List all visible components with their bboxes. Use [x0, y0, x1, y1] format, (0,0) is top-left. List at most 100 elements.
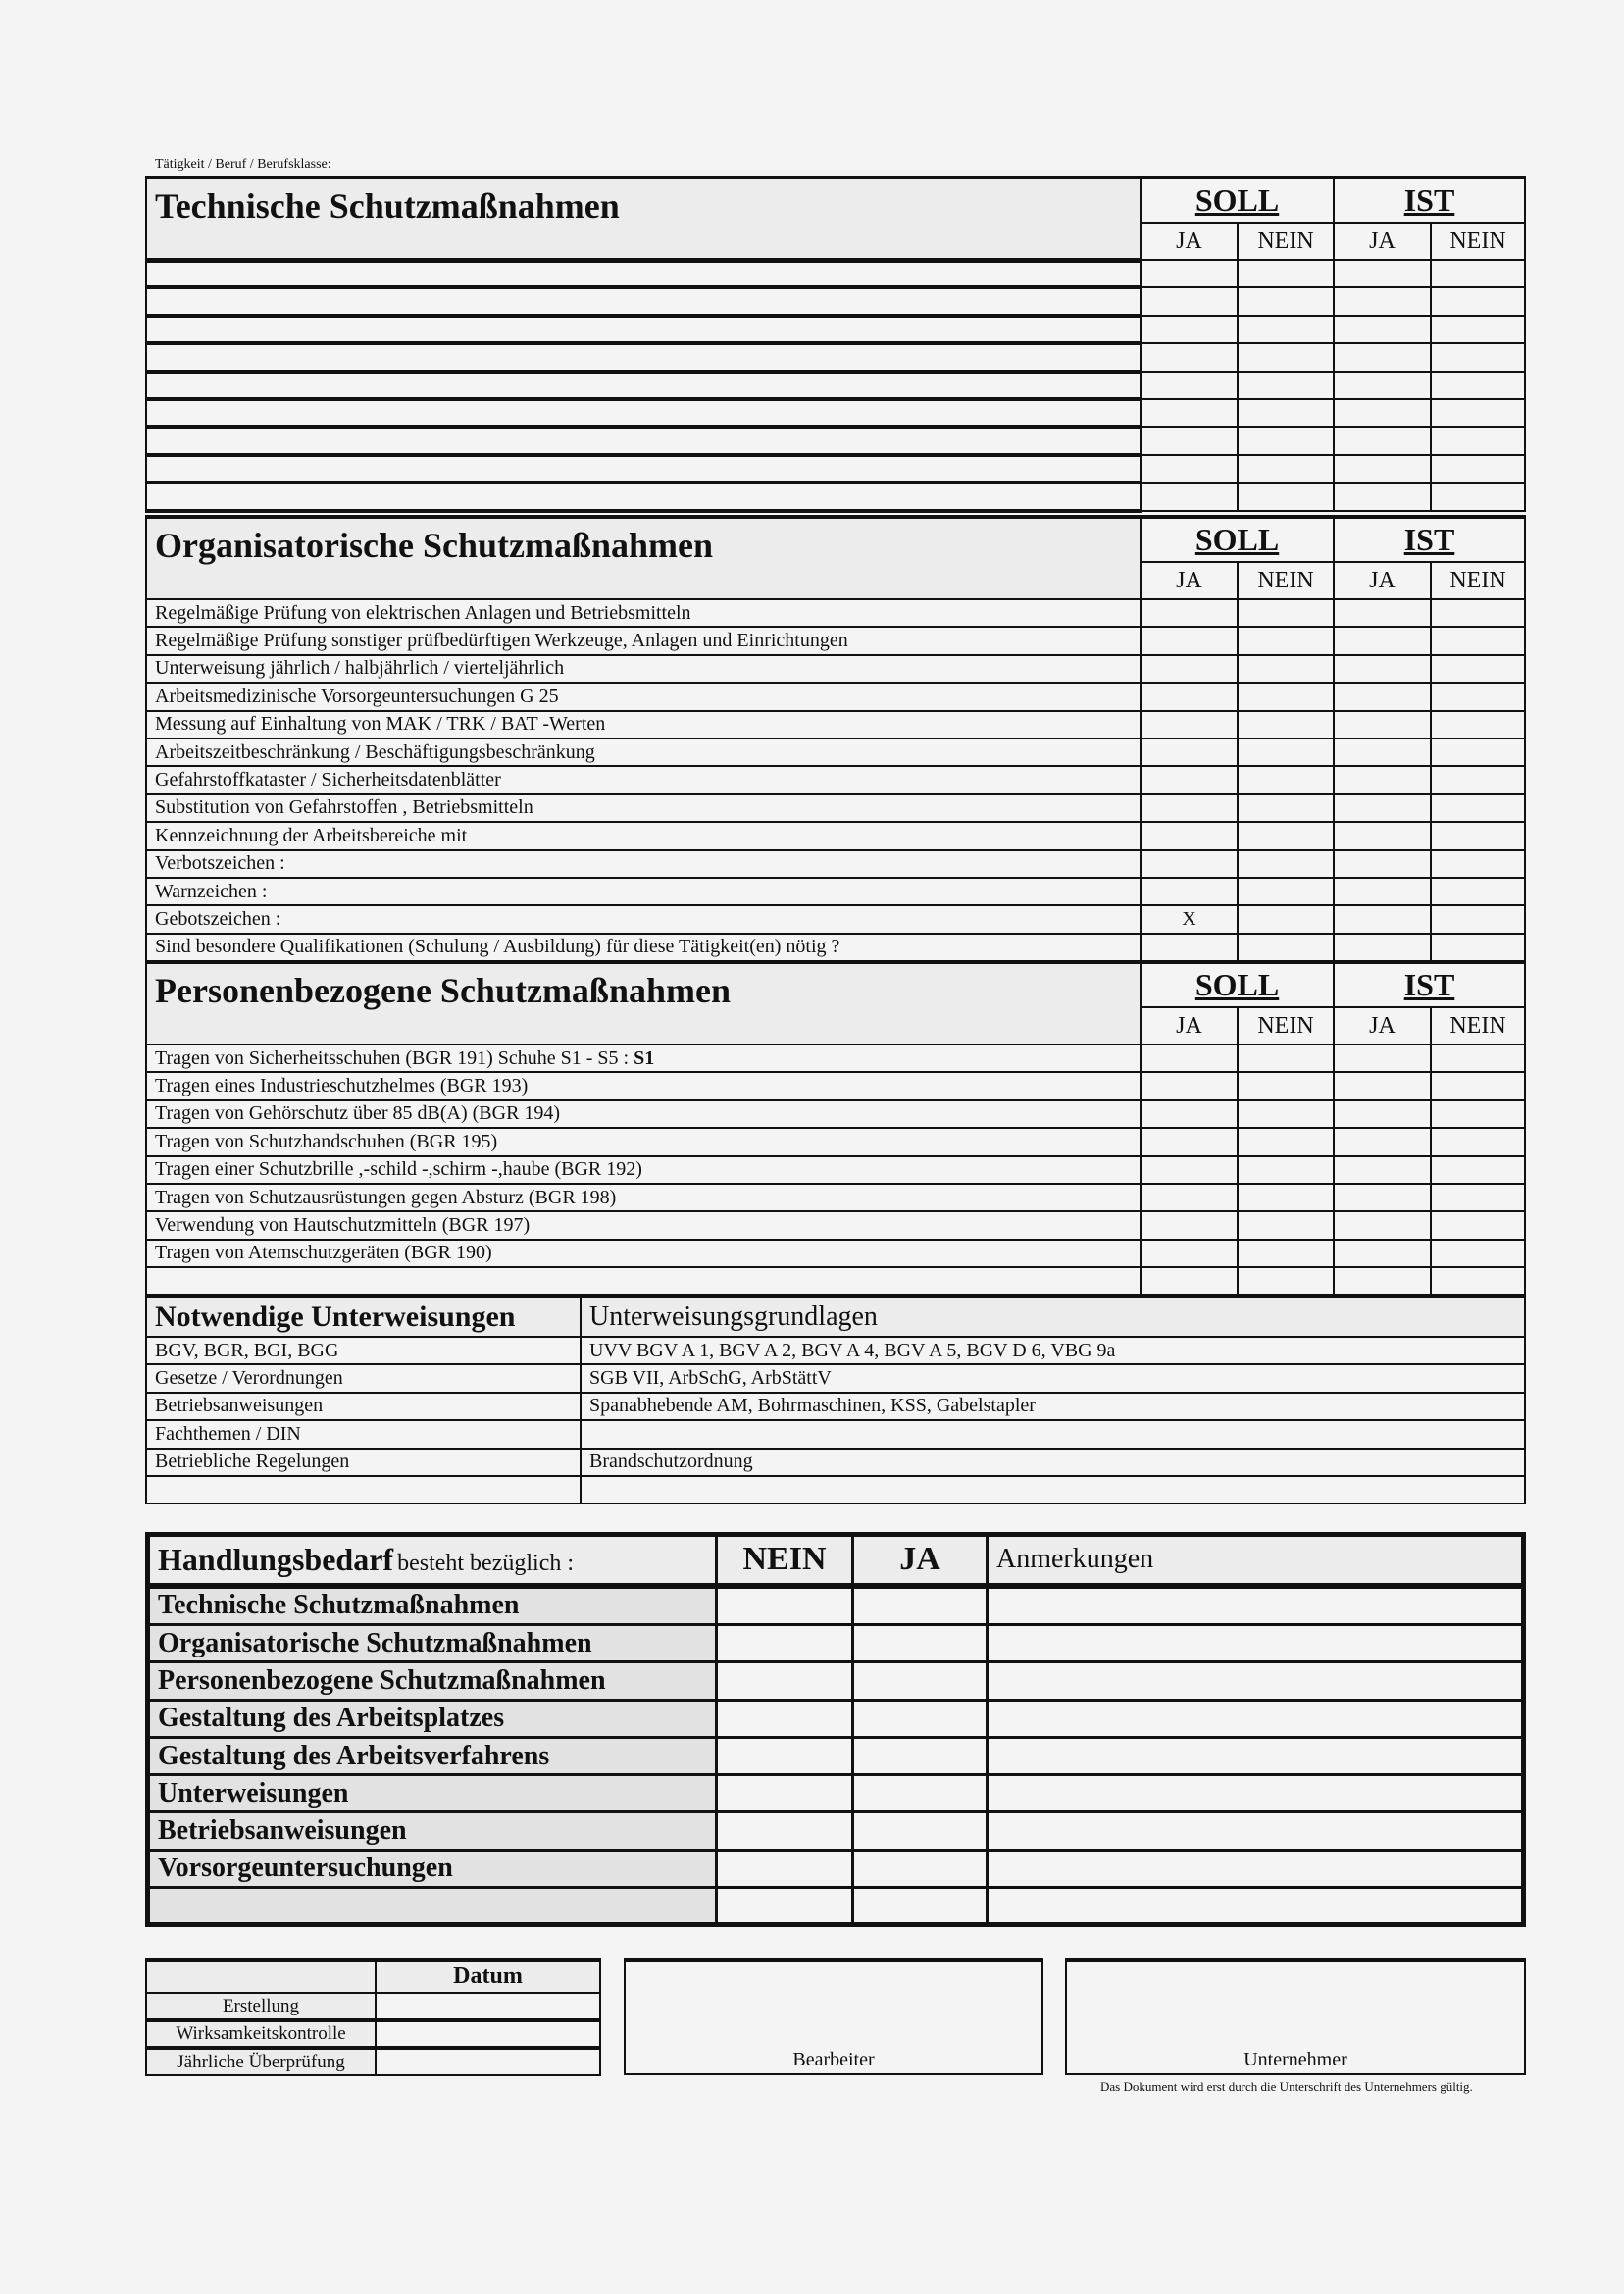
ist-nein-cell[interactable]	[1430, 482, 1526, 512]
ja-cell[interactable]	[851, 1660, 989, 1702]
soll-ja-cell[interactable]	[1140, 932, 1239, 963]
ist-nein-cell[interactable]	[1430, 682, 1526, 712]
soll-nein-cell[interactable]	[1237, 709, 1335, 739]
basis-cell[interactable]: UVV BGV A 1, BGV A 2, BGV A 4, BGV A 5, …	[580, 1335, 1526, 1366]
ist-ja-cell[interactable]	[1333, 597, 1432, 629]
ist-ja-cell[interactable]	[1333, 682, 1432, 712]
measure-cell[interactable]	[145, 453, 1142, 485]
ist-ja-cell[interactable]	[1333, 342, 1432, 373]
anmerkungen-cell[interactable]	[986, 1582, 1525, 1626]
basis-cell[interactable]	[580, 1474, 1526, 1505]
ist-nein-cell[interactable]	[1430, 1071, 1526, 1101]
ist-nein-cell[interactable]	[1430, 453, 1526, 484]
ja-cell[interactable]	[851, 1622, 989, 1664]
ist-ja-cell[interactable]	[1333, 1043, 1432, 1074]
measure-cell[interactable]	[145, 286, 1142, 318]
soll-ja-cell[interactable]	[1140, 597, 1239, 629]
ist-ja-cell[interactable]	[1333, 792, 1432, 824]
soll-ja-cell[interactable]	[1140, 1043, 1239, 1074]
ist-ja-cell[interactable]	[1333, 1238, 1432, 1269]
ist-ja-cell[interactable]	[1333, 821, 1432, 851]
anmerkungen-cell[interactable]	[986, 1735, 1525, 1777]
anmerkungen-cell[interactable]	[986, 1622, 1525, 1664]
basis-cell[interactable]: Brandschutzordnung	[580, 1447, 1526, 1477]
soll-ja-cell[interactable]	[1140, 1238, 1239, 1269]
soll-ja-cell[interactable]	[1140, 709, 1239, 739]
soll-ja-cell[interactable]	[1140, 1071, 1239, 1101]
soll-ja-cell[interactable]	[1140, 1266, 1239, 1297]
soll-nein-cell[interactable]	[1237, 1182, 1335, 1213]
soll-ja-cell[interactable]	[1140, 682, 1239, 712]
ist-nein-cell[interactable]	[1430, 932, 1526, 963]
basis-cell[interactable]: SGB VII, ArbSchG, ArbStättV	[580, 1363, 1526, 1394]
ist-ja-cell[interactable]	[1333, 426, 1432, 456]
unternehmer-signature-box[interactable]: Unternehmer	[1065, 1958, 1526, 2075]
measure-cell[interactable]	[145, 314, 1142, 346]
nein-cell[interactable]	[715, 1660, 854, 1702]
ist-ja-cell[interactable]	[1333, 848, 1432, 879]
ja-cell[interactable]	[851, 1886, 989, 1927]
soll-nein-cell[interactable]	[1237, 932, 1335, 963]
ist-ja-cell[interactable]	[1333, 1266, 1432, 1297]
anmerkungen-cell[interactable]	[986, 1886, 1525, 1927]
ja-cell[interactable]	[851, 1773, 989, 1814]
soll-ja-cell[interactable]	[1140, 792, 1239, 824]
ist-nein-cell[interactable]	[1430, 286, 1526, 317]
soll-ja-cell[interactable]	[1140, 370, 1239, 400]
ist-nein-cell[interactable]	[1430, 1266, 1526, 1297]
ist-ja-cell[interactable]	[1333, 709, 1432, 739]
ist-nein-cell[interactable]	[1430, 1210, 1526, 1241]
measure-cell[interactable]	[145, 342, 1142, 374]
ja-cell[interactable]	[851, 1848, 989, 1890]
soll-nein-cell[interactable]	[1237, 1210, 1335, 1241]
soll-nein-cell[interactable]	[1237, 626, 1335, 656]
soll-ja-cell[interactable]	[1140, 1182, 1239, 1213]
anmerkungen-cell[interactable]	[986, 1810, 1525, 1852]
ist-nein-cell[interactable]	[1430, 1098, 1526, 1130]
soll-nein-cell[interactable]	[1237, 682, 1335, 712]
soll-ja-cell[interactable]	[1140, 314, 1239, 345]
ist-ja-cell[interactable]	[1333, 1154, 1432, 1185]
ist-nein-cell[interactable]	[1430, 342, 1526, 373]
ist-ja-cell[interactable]	[1333, 904, 1432, 935]
ist-nein-cell[interactable]	[1430, 709, 1526, 739]
soll-ja-cell[interactable]	[1140, 1098, 1239, 1130]
soll-nein-cell[interactable]	[1237, 1071, 1335, 1101]
soll-nein-cell[interactable]	[1237, 737, 1335, 768]
ist-ja-cell[interactable]	[1333, 1182, 1432, 1213]
ist-nein-cell[interactable]	[1430, 765, 1526, 795]
nein-cell[interactable]	[715, 1810, 854, 1852]
soll-nein-cell[interactable]	[1237, 765, 1335, 795]
soll-ja-cell[interactable]	[1140, 765, 1239, 795]
soll-ja-cell[interactable]: X	[1140, 904, 1239, 935]
ja-cell[interactable]	[851, 1735, 989, 1777]
ist-ja-cell[interactable]	[1333, 1127, 1432, 1157]
ja-cell[interactable]	[851, 1582, 989, 1626]
datum-cell[interactable]	[375, 2018, 601, 2049]
ist-ja-cell[interactable]	[1333, 737, 1432, 768]
soll-ja-cell[interactable]	[1140, 1210, 1239, 1241]
soll-nein-cell[interactable]	[1237, 397, 1335, 429]
soll-nein-cell[interactable]	[1237, 482, 1335, 512]
soll-nein-cell[interactable]	[1237, 453, 1335, 484]
measure-cell[interactable]	[145, 370, 1142, 401]
ist-ja-cell[interactable]	[1333, 653, 1432, 685]
soll-ja-cell[interactable]	[1140, 1127, 1239, 1157]
ist-nein-cell[interactable]	[1430, 258, 1526, 289]
ist-nein-cell[interactable]	[1430, 848, 1526, 879]
ist-nein-cell[interactable]	[1430, 1182, 1526, 1213]
ist-ja-cell[interactable]	[1333, 876, 1432, 907]
soll-nein-cell[interactable]	[1237, 653, 1335, 685]
ist-ja-cell[interactable]	[1333, 453, 1432, 484]
soll-nein-cell[interactable]	[1237, 342, 1335, 373]
soll-ja-cell[interactable]	[1140, 482, 1239, 512]
nein-cell[interactable]	[715, 1698, 854, 1739]
ist-nein-cell[interactable]	[1430, 1154, 1526, 1185]
ist-ja-cell[interactable]	[1333, 286, 1432, 317]
ist-ja-cell[interactable]	[1333, 370, 1432, 400]
soll-nein-cell[interactable]	[1237, 904, 1335, 935]
ist-nein-cell[interactable]	[1430, 821, 1526, 851]
datum-cell[interactable]	[375, 1992, 601, 2021]
ist-ja-cell[interactable]	[1333, 1071, 1432, 1101]
anmerkungen-cell[interactable]	[986, 1660, 1525, 1702]
